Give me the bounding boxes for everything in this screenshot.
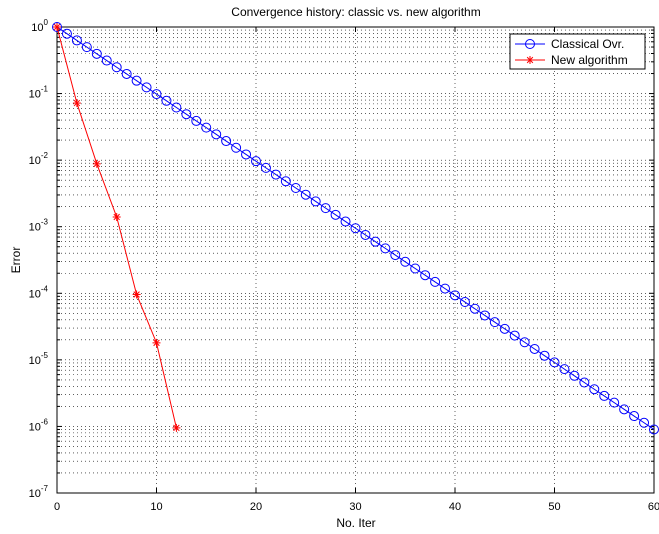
data-point-classical	[52, 22, 62, 32]
data-point-classical	[579, 377, 590, 388]
legend-marker-classical	[525, 39, 535, 49]
data-point-classical	[390, 250, 401, 261]
data-point-classical	[310, 196, 321, 207]
data-point-new	[92, 159, 101, 168]
data-point-classical	[479, 310, 490, 321]
legend-label-new: New algorithm	[551, 53, 628, 67]
data-point-classical	[270, 169, 281, 180]
y-tick-labels: 100 10-1 10-2 10-3 10-4 10-5 10-6 10-7	[29, 18, 49, 500]
data-point-classical	[539, 350, 550, 361]
data-point-classical	[320, 203, 331, 214]
data-point-classical	[71, 35, 82, 46]
data-point-new	[172, 423, 181, 432]
data-point-new	[152, 338, 161, 347]
y-axis-label: Error	[9, 247, 23, 274]
x-tick-label: 40	[449, 501, 461, 513]
y-tick-label: 10-3	[29, 218, 49, 234]
data-point-classical	[300, 189, 311, 200]
x-tick-label: 60	[648, 501, 659, 513]
data-point-classical	[450, 290, 460, 301]
series-line-new	[56, 26, 177, 429]
data-point-classical	[509, 330, 520, 341]
data-point-classical	[101, 55, 112, 66]
legend: Classical Ovr. New algorithm	[509, 33, 646, 70]
data-point-classical	[410, 263, 421, 274]
y-tick-label: 10-1	[29, 85, 49, 101]
data-point-classical	[629, 411, 640, 422]
data-point-classical	[191, 115, 202, 126]
grid-layer	[57, 27, 654, 493]
y-tick-label: 10-4	[29, 284, 49, 300]
data-point-classical	[211, 129, 222, 140]
data-point-classical	[529, 343, 540, 354]
data-point-classical	[430, 276, 441, 287]
data-point-classical	[609, 397, 620, 408]
data-point-classical	[260, 162, 271, 173]
data-point-classical	[380, 243, 391, 254]
data-point-classical	[549, 357, 560, 368]
data-point-classical	[519, 337, 530, 348]
series-layer	[52, 22, 659, 435]
x-tick-labels: 0 10 20 30 40 50 60	[54, 501, 659, 513]
x-tick-label: 20	[250, 501, 262, 513]
y-tick-label: 10-5	[29, 351, 49, 367]
y-tick-label: 10-6	[29, 417, 49, 433]
data-point-classical	[151, 89, 162, 100]
data-point-classical	[241, 149, 252, 160]
data-point-classical	[459, 297, 470, 308]
data-point-classical	[469, 303, 480, 314]
x-tick-label: 10	[150, 501, 162, 513]
data-point-classical	[499, 323, 510, 334]
data-point-classical	[400, 256, 411, 267]
y-tick-label: 10-7	[29, 484, 49, 500]
data-point-classical	[131, 75, 142, 86]
data-point-classical	[280, 176, 291, 187]
data-point-classical	[171, 102, 182, 113]
data-point-classical	[201, 122, 212, 133]
data-point-new	[112, 212, 121, 221]
data-point-classical	[231, 142, 242, 153]
data-point-classical	[121, 68, 132, 79]
data-point-classical	[290, 182, 301, 193]
data-point-new	[53, 23, 61, 31]
data-point-classical	[91, 48, 102, 59]
data-point-classical	[569, 370, 580, 381]
data-point-classical	[330, 209, 341, 220]
data-point-classical	[61, 28, 72, 39]
data-point-new	[72, 99, 81, 108]
legend-label-classical: Classical Ovr.	[551, 37, 624, 51]
data-point-classical	[340, 216, 351, 227]
data-point-classical	[639, 417, 650, 428]
data-point-classical	[599, 390, 610, 401]
data-point-classical	[489, 317, 500, 328]
x-axis-label: No. Iter	[336, 516, 375, 530]
y-tick-label: 100	[31, 18, 48, 34]
data-point-classical	[619, 404, 630, 415]
data-point-classical	[111, 62, 122, 73]
data-point-classical	[370, 236, 381, 247]
legend-marker-new	[526, 56, 534, 64]
data-point-classical	[251, 156, 261, 167]
data-point-classical	[360, 229, 371, 240]
data-point-classical	[440, 283, 451, 294]
data-point-classical	[350, 223, 361, 234]
data-point-classical	[181, 109, 192, 120]
series-line-classical	[56, 26, 655, 430]
x-tick-label: 0	[54, 501, 60, 513]
data-point-classical	[221, 136, 232, 147]
data-point-classical	[559, 364, 570, 375]
data-point-classical	[420, 270, 431, 281]
data-point-new	[132, 290, 141, 299]
x-tick-label: 50	[548, 501, 560, 513]
chart-title: Convergence history: classic vs. new alg…	[231, 5, 480, 19]
legend-star-icon	[526, 56, 534, 64]
data-point-classical	[589, 384, 600, 395]
data-point-classical	[161, 95, 172, 106]
data-point-classical	[81, 42, 92, 53]
data-point-classical	[141, 82, 152, 93]
y-tick-label: 10-2	[29, 151, 49, 167]
x-tick-label: 30	[349, 501, 361, 513]
